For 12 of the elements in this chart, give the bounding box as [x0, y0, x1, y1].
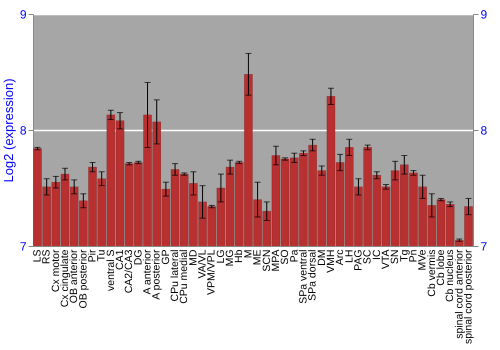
y-tick-label: 9 [20, 8, 27, 22]
y2-tick-label: 8 [480, 124, 488, 138]
y-axis-title: Log2 (expression) [0, 78, 16, 183]
x-tick-label: Cb lobe [434, 249, 447, 286]
x-tick-label: MVe [416, 249, 429, 271]
y2-tick-label: 7 [480, 240, 488, 254]
x-tick-label: RS [40, 250, 53, 264]
x-tick-label: spinal cord posterior [462, 248, 475, 344]
y-tick-label: 8 [20, 124, 27, 138]
y-tick-label: 7 [20, 240, 27, 254]
y2-tick-label: 9 [480, 8, 488, 22]
x-tick-label: LS [31, 250, 44, 262]
